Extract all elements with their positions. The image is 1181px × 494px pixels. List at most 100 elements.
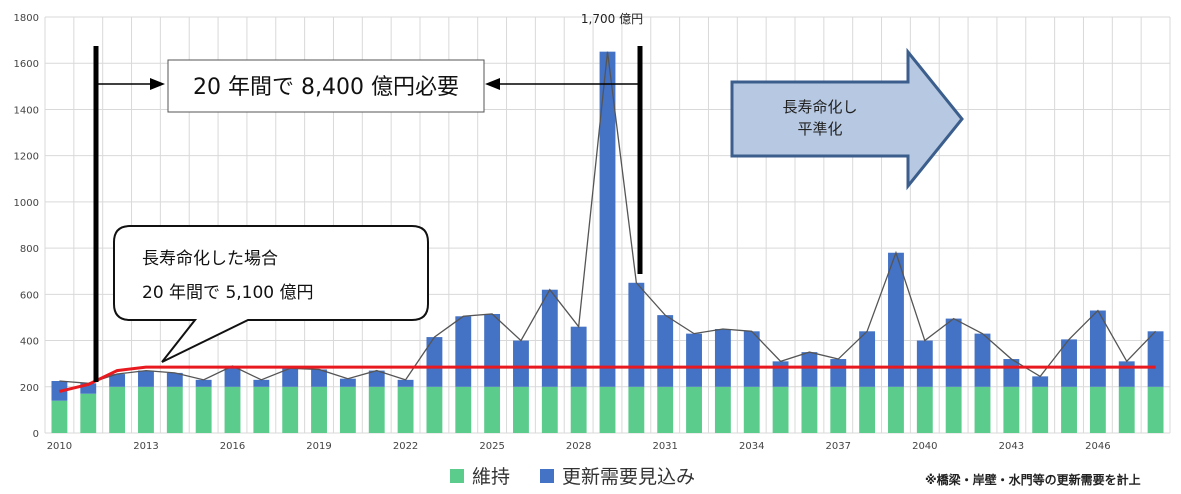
y-tick-label: 800 xyxy=(20,244,39,255)
callout-bubble xyxy=(113,225,429,363)
x-tick-label: 2031 xyxy=(652,441,677,452)
bar-maintenance xyxy=(974,386,991,433)
axes: 0 200 400 600 800 1000 1200 1400 1600 1800 2010 201… xyxy=(14,13,1111,452)
bar-renewal xyxy=(686,333,702,387)
bar-maintenance xyxy=(80,393,97,433)
span-label: 20 年間で 8,400 億円必要 xyxy=(193,75,459,100)
peak-label: 1,700 億円 xyxy=(581,12,643,26)
x-tick-label: 2016 xyxy=(220,441,245,452)
bar-renewal xyxy=(916,340,933,387)
bar-maintenance xyxy=(484,386,501,433)
x-tick-label: 2022 xyxy=(393,441,418,452)
bar-maintenance xyxy=(1003,386,1020,433)
x-tick-label: 2025 xyxy=(479,441,504,452)
bar-maintenance xyxy=(743,386,760,433)
bar-renewal xyxy=(945,318,962,387)
bar-maintenance xyxy=(801,386,818,433)
bar-renewal xyxy=(455,316,472,387)
bar-maintenance xyxy=(830,386,847,433)
bar-renewal xyxy=(484,313,501,387)
x-tick-label: 2043 xyxy=(999,441,1024,452)
bar-maintenance xyxy=(945,386,962,433)
bar-renewal xyxy=(80,383,97,394)
bar-maintenance xyxy=(599,386,616,433)
x-tick-label: 2034 xyxy=(739,441,764,452)
bar-renewal xyxy=(657,315,674,387)
x-tick-label: 2028 xyxy=(566,441,591,452)
y-tick-label: 1400 xyxy=(14,105,39,116)
bar-renewal xyxy=(368,370,385,387)
bar-maintenance xyxy=(686,386,702,433)
bar-renewal xyxy=(743,331,760,387)
x-tick-label: 2010 xyxy=(47,441,72,452)
bar-renewal xyxy=(772,361,789,387)
bar-renewal xyxy=(1089,310,1106,387)
bar-renewal xyxy=(1032,376,1049,387)
bar-maintenance xyxy=(859,386,876,433)
bar-maintenance xyxy=(1147,386,1164,433)
lines xyxy=(59,51,1157,393)
bar-maintenance xyxy=(628,386,645,433)
footnote: ※橋梁・岸壁・水門等の更新需要を計上 xyxy=(925,473,1141,487)
bar-renewal xyxy=(628,282,645,387)
bar-renewal xyxy=(1003,359,1020,387)
legend-label-maintenance: 維持 xyxy=(472,466,511,488)
span-arrowhead-right xyxy=(485,78,500,90)
bar-maintenance xyxy=(224,386,241,433)
bar-maintenance xyxy=(916,386,933,433)
bar-maintenance xyxy=(253,386,270,433)
x-tick-label: 2040 xyxy=(912,441,937,452)
bar-maintenance xyxy=(1089,386,1106,433)
leveling-arrow xyxy=(730,47,964,191)
bar-renewal xyxy=(974,333,991,387)
arrow-line-1: 長寿命化し xyxy=(782,98,857,116)
bar-renewal xyxy=(195,379,212,387)
y-tick-label: 0 xyxy=(33,429,39,440)
bar-maintenance xyxy=(657,386,674,433)
arrow-line-2: 平準化 xyxy=(797,120,842,138)
x-tick-label: 2046 xyxy=(1085,441,1110,452)
bar-maintenance xyxy=(1032,386,1049,433)
legend-item-maintenance: 維持 xyxy=(450,462,510,489)
bar-maintenance xyxy=(772,386,789,433)
leveled-line xyxy=(59,365,1156,393)
bar-renewal xyxy=(1147,331,1164,387)
bar-renewal xyxy=(599,51,616,387)
bar-maintenance xyxy=(311,386,327,433)
bar-maintenance xyxy=(51,400,68,433)
legend-swatch-renewal xyxy=(540,468,555,483)
bar-renewal xyxy=(311,369,327,387)
legend-item-renewal: 更新需要見込み xyxy=(540,462,695,489)
bar-renewal xyxy=(570,326,587,387)
bar-maintenance xyxy=(541,386,558,433)
bar-maintenance xyxy=(714,386,731,433)
x-tick-label: 2037 xyxy=(826,441,851,452)
bar-renewal xyxy=(138,370,154,387)
y-tick-label: 1200 xyxy=(14,152,39,163)
bar-renewal xyxy=(513,340,529,387)
bar-renewal xyxy=(1061,339,1077,387)
x-tick-label: 2013 xyxy=(133,441,158,452)
bar-renewal xyxy=(166,372,183,387)
bar-renewal xyxy=(253,379,270,387)
bar-renewal xyxy=(714,329,731,387)
bar-renewal xyxy=(339,378,356,387)
bar-renewal xyxy=(224,365,241,387)
legend-swatch-maintenance xyxy=(450,468,464,483)
bar-renewal xyxy=(1118,361,1135,387)
bar-maintenance xyxy=(339,386,356,433)
bar-maintenance xyxy=(455,386,472,433)
legend-label-renewal: 更新需要見込み xyxy=(562,466,696,488)
bar-maintenance xyxy=(109,386,126,433)
bar-maintenance xyxy=(138,386,154,433)
bar-maintenance xyxy=(1061,386,1077,433)
y-tick-label: 600 xyxy=(20,290,39,301)
total-line xyxy=(59,51,1157,384)
y-tick-label: 1600 xyxy=(14,59,39,70)
bar-maintenance xyxy=(570,386,587,433)
bar-maintenance xyxy=(426,386,443,433)
bar-maintenance xyxy=(195,386,212,433)
bar-renewal xyxy=(888,252,904,387)
bar-renewal xyxy=(801,352,818,387)
